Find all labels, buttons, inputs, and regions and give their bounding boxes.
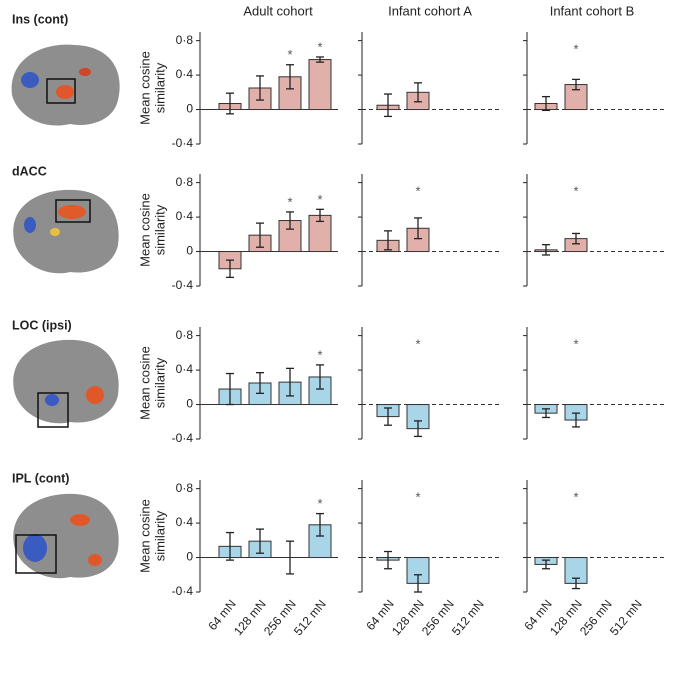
error-bar [286, 540, 294, 575]
x-tick-label: 512 mN [291, 597, 329, 638]
y-tick-label: 0·4 [176, 362, 194, 376]
row-label: IPL (cont) [12, 471, 69, 485]
error-bar [384, 550, 392, 570]
significance-marker: * [415, 489, 420, 504]
error-bar [384, 407, 392, 426]
row-label: dACC [12, 164, 47, 178]
error-bar [226, 259, 234, 279]
error-bar [226, 531, 234, 561]
significance-marker: * [317, 192, 322, 207]
brain-image [13, 339, 119, 428]
error-bar [384, 230, 392, 251]
error-bar [542, 408, 550, 419]
significance-marker: * [317, 347, 322, 362]
error-bar [316, 208, 324, 223]
significance-marker: * [573, 41, 578, 56]
y-tick-label: 0·8 [176, 328, 194, 342]
significance-marker: * [415, 336, 420, 351]
error-bar [286, 211, 294, 230]
error-bar [572, 232, 580, 245]
x-tick-label: 512 mN [607, 597, 645, 638]
brain-image [13, 189, 119, 274]
column-title: Adult cohort [243, 3, 313, 18]
y-tick-label: -0·4 [172, 431, 194, 445]
y-axis-label: similarity [152, 357, 167, 408]
significance-marker: * [317, 496, 322, 511]
error-bar [542, 243, 550, 256]
y-tick-label: -0·4 [172, 584, 194, 598]
y-axis-label: similarity [152, 510, 167, 561]
significance-marker: * [573, 489, 578, 504]
y-tick-label: 0·4 [176, 515, 194, 529]
error-bar [256, 75, 264, 101]
error-bar [256, 372, 264, 394]
error-bar [572, 78, 580, 91]
column-title: Infant cohort A [388, 3, 472, 18]
error-bar [414, 82, 422, 103]
y-axis-label: similarity [152, 204, 167, 255]
y-tick-label: 0·8 [176, 175, 194, 189]
y-tick-label: 0·4 [176, 67, 194, 81]
significance-marker: * [415, 183, 420, 198]
error-bar [286, 367, 294, 397]
y-axis-label: Mean cosine [137, 193, 152, 267]
brain-image [13, 493, 119, 579]
error-bar [256, 222, 264, 248]
error-bar [542, 95, 550, 112]
significance-marker: * [573, 336, 578, 351]
error-bar [414, 574, 422, 593]
y-axis-label: Mean cosine [137, 499, 152, 573]
error-bar [572, 577, 580, 590]
y-tick-label: 0·8 [176, 33, 194, 47]
error-bar [414, 420, 422, 438]
y-axis-label: Mean cosine [137, 51, 152, 125]
y-tick-label: -0·4 [172, 278, 194, 292]
significance-marker: * [287, 194, 292, 209]
x-tick-label: 512 mN [449, 597, 487, 638]
row-label: LOC (ipsi) [12, 318, 72, 332]
error-bar [316, 512, 324, 537]
row-label: Ins (cont) [12, 12, 68, 26]
error-bar [316, 364, 324, 390]
brain-image [11, 44, 120, 126]
error-bar [226, 372, 234, 406]
significance-marker: * [287, 47, 292, 62]
error-bar [316, 56, 324, 63]
y-tick-label: 0·8 [176, 481, 194, 495]
y-tick-label: -0·4 [172, 136, 194, 150]
y-axis-label: Mean cosine [137, 346, 152, 420]
bar [308, 59, 332, 111]
y-tick-label: 0 [186, 550, 193, 564]
y-tick-label: 0 [186, 244, 193, 258]
y-tick-label: 0·4 [176, 209, 194, 223]
error-bar [384, 93, 392, 118]
y-tick-label: 0 [186, 397, 193, 411]
significance-marker: * [573, 183, 578, 198]
error-bar [414, 217, 422, 240]
error-bar [286, 64, 294, 90]
column-title: Infant cohort B [550, 3, 635, 18]
error-bar [572, 412, 580, 428]
significance-marker: * [317, 39, 322, 54]
error-bar [542, 559, 550, 570]
y-axis-label: similarity [152, 62, 167, 113]
error-bar [256, 528, 264, 554]
error-bar [226, 92, 234, 115]
y-tick-label: 0 [186, 102, 193, 116]
